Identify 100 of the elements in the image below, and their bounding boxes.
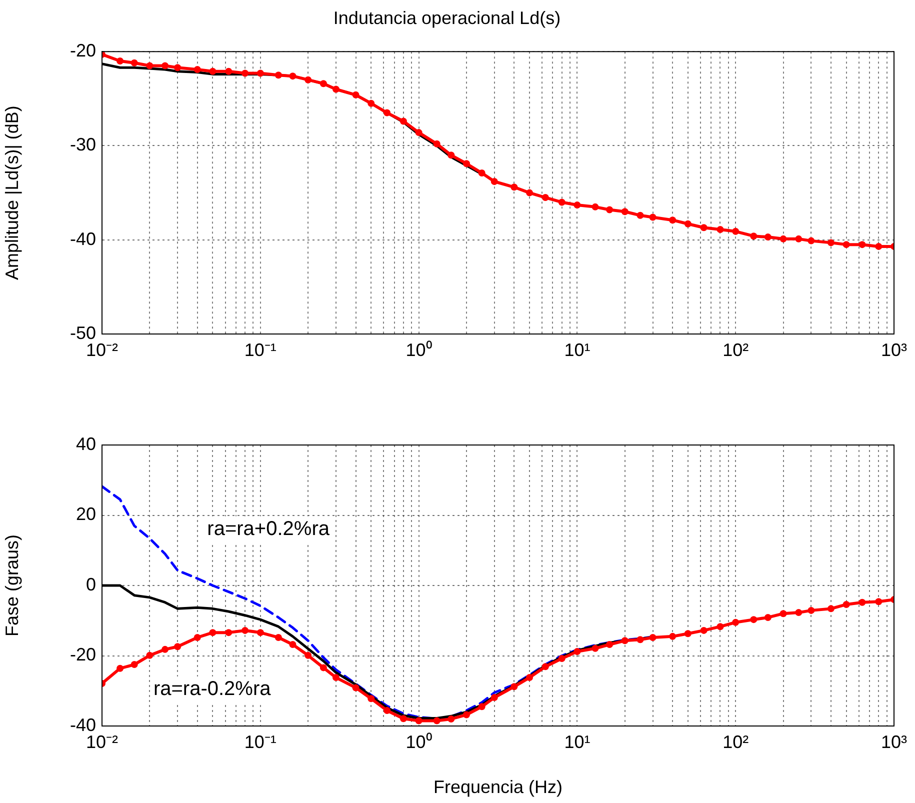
- point: [716, 623, 724, 630]
- point: [400, 715, 407, 722]
- point: [558, 655, 566, 662]
- y-tick-label: -40: [70, 228, 96, 249]
- point: [242, 70, 249, 77]
- point: [780, 610, 787, 618]
- x-tick-label: 10⁰: [406, 732, 432, 752]
- point: [130, 661, 138, 668]
- point: [162, 646, 169, 653]
- x-tick-label: 10²: [722, 340, 749, 360]
- point: [636, 212, 644, 219]
- point: [526, 189, 534, 196]
- point: [700, 626, 708, 634]
- point: [130, 59, 138, 66]
- x-tick-label: 10³: [880, 340, 908, 360]
- point: [574, 648, 581, 656]
- point: [225, 629, 232, 636]
- point: [256, 629, 264, 636]
- y-tick-label: -20: [70, 40, 96, 61]
- x-axis-title: Frequencia (Hz): [433, 777, 563, 798]
- point: [858, 241, 866, 248]
- y-axis-title: Fase (graus): [2, 534, 22, 637]
- point: [415, 129, 422, 136]
- point: [542, 663, 549, 670]
- y-tick-label: -20: [70, 644, 96, 665]
- point: [384, 109, 391, 116]
- point: [510, 184, 518, 191]
- annotation: ra=ra-0.2%ra: [153, 678, 272, 700]
- point: [510, 683, 518, 690]
- x-tick-label: 10⁰: [406, 340, 432, 360]
- point: [194, 66, 201, 73]
- point: [352, 91, 360, 98]
- point: [795, 609, 802, 616]
- point: [448, 715, 455, 722]
- point: [478, 170, 486, 177]
- y-tick-label: 0: [86, 574, 96, 594]
- point: [827, 605, 834, 612]
- point: [320, 80, 327, 88]
- point: [875, 598, 882, 606]
- point: [526, 674, 534, 682]
- point: [304, 76, 312, 84]
- point: [780, 235, 787, 242]
- point: [669, 216, 676, 224]
- point: [289, 641, 296, 648]
- point: [304, 652, 312, 659]
- x-tick-label: 10¹: [564, 732, 590, 752]
- point: [478, 703, 486, 710]
- annotation: ra=ra+0.2%ra: [207, 518, 330, 540]
- point: [289, 72, 296, 80]
- x-tick-label: 10³: [880, 732, 908, 752]
- point: [209, 629, 216, 636]
- point: [764, 614, 772, 621]
- point: [684, 220, 692, 228]
- point: [352, 684, 360, 692]
- y-axis-title: Amplitude |Ld(s)| (dB): [2, 106, 22, 280]
- point: [732, 618, 740, 626]
- point: [842, 241, 850, 248]
- point: [162, 62, 169, 70]
- point: [542, 194, 549, 202]
- point: [842, 600, 850, 608]
- point: [669, 632, 676, 640]
- point: [606, 641, 614, 648]
- point: [368, 695, 375, 702]
- point: [732, 228, 740, 235]
- x-tick-label: 10²: [722, 732, 749, 752]
- point: [795, 235, 802, 242]
- point: [400, 118, 407, 125]
- point: [716, 226, 724, 234]
- point: [242, 626, 249, 634]
- point: [194, 634, 201, 641]
- y-tick-label: 40: [76, 434, 96, 454]
- point: [875, 242, 882, 250]
- y-tick-label: 20: [76, 504, 96, 524]
- point: [462, 711, 470, 718]
- point: [384, 707, 391, 714]
- point: [146, 652, 154, 659]
- point: [368, 100, 375, 107]
- point: [636, 636, 644, 644]
- x-tick-label: 10¹: [564, 340, 590, 360]
- point: [225, 68, 232, 75]
- point: [415, 717, 422, 724]
- y-tick-label: -30: [70, 134, 96, 155]
- point: [574, 202, 581, 209]
- point: [558, 198, 566, 206]
- point: [621, 208, 628, 216]
- point: [256, 70, 264, 77]
- chart-title: Indutancia operacional Ld(s): [333, 8, 561, 28]
- point: [606, 206, 614, 214]
- point: [320, 664, 327, 672]
- point: [209, 68, 216, 75]
- point: [448, 152, 455, 159]
- point: [858, 598, 866, 606]
- point: [700, 224, 708, 232]
- point: [764, 234, 772, 241]
- point: [146, 62, 154, 70]
- point: [462, 160, 470, 168]
- point: [684, 630, 692, 638]
- x-tick-label: 10⁻¹: [244, 340, 276, 360]
- point: [827, 239, 834, 246]
- x-tick-label: 10⁻¹: [244, 732, 276, 752]
